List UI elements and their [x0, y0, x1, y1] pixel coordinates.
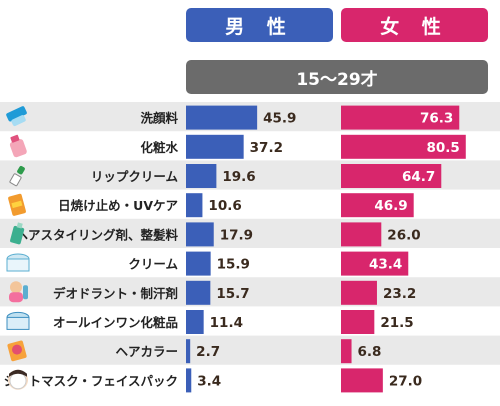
male-bar — [186, 222, 214, 247]
male-value-label: 37.2 — [250, 140, 283, 156]
female-value-label: 64.7 — [402, 169, 435, 185]
female-value-label: 23.2 — [383, 286, 416, 302]
sheet-mask-icon — [8, 369, 28, 390]
row-stripe — [0, 335, 500, 365]
female-bar — [341, 368, 383, 393]
male-bar — [186, 251, 211, 276]
male-value-label: 2.7 — [196, 344, 220, 360]
female-value-label: 26.0 — [387, 227, 420, 243]
sunscreen-icon — [8, 193, 26, 216]
male-bar — [186, 105, 258, 130]
female-bar — [341, 134, 466, 159]
male-value-label: 15.9 — [217, 257, 250, 273]
female-bar — [341, 251, 409, 276]
age-band-title: 15〜29才 — [186, 60, 488, 94]
female-bar — [341, 105, 460, 130]
male-bar — [186, 368, 192, 393]
category-label: オールインワン化粧品 — [53, 315, 178, 330]
female-bar — [341, 193, 414, 218]
male-bar — [186, 164, 217, 188]
category-label: 洗顔料 — [140, 111, 178, 126]
deodorant-icon — [9, 281, 28, 303]
female-bar — [341, 222, 382, 247]
lip-balm-icon — [9, 165, 25, 187]
male-bar — [186, 134, 244, 159]
female-bar — [341, 310, 375, 334]
category-label: ヘアスタイリング剤、整髪料 — [15, 227, 178, 242]
category-label: リップクリーム — [91, 169, 179, 184]
female-value-label: 76.3 — [420, 111, 453, 127]
face-wash-tube-icon — [6, 106, 27, 127]
female-bar — [341, 164, 442, 188]
hair-styling-icon — [10, 222, 25, 245]
category-label: デオドラント・制汗剤 — [53, 286, 178, 301]
row-stripe — [0, 218, 500, 248]
male-value-label: 11.4 — [210, 315, 243, 331]
male-bar — [186, 339, 191, 364]
row-stripe — [0, 277, 500, 307]
female-value-label: 80.5 — [426, 140, 459, 156]
female-value-label: 43.4 — [369, 257, 402, 273]
cream-jar-icon — [6, 253, 30, 272]
lotion-bottle-icon — [9, 134, 27, 158]
male-value-label: 45.9 — [263, 111, 296, 127]
female-value-label: 21.5 — [380, 315, 413, 331]
female-value-label: 46.9 — [374, 198, 407, 214]
category-label: クリーム — [128, 257, 178, 272]
category-label: シートマスク・フェイスパック — [4, 373, 178, 388]
male-bar — [186, 193, 203, 218]
male-value-label: 3.4 — [197, 373, 221, 389]
category-label: 化粧水 — [140, 140, 178, 155]
female-bar — [341, 280, 377, 305]
female-bar — [341, 339, 352, 364]
male-bar — [186, 280, 211, 305]
male-bar — [186, 310, 204, 334]
female-value-label: 6.8 — [358, 344, 382, 360]
category-label: ヘアカラー — [115, 344, 178, 359]
male-value-label: 15.7 — [216, 286, 249, 302]
category-label: 日焼け止め・UVケア — [58, 198, 178, 213]
hair-color-icon — [7, 340, 27, 362]
male-header: 男 性 — [186, 8, 333, 42]
all-in-one-jar-icon — [6, 311, 30, 330]
male-value-label: 10.6 — [208, 198, 241, 214]
male-value-label: 17.9 — [220, 227, 253, 243]
male-value-label: 19.6 — [222, 169, 255, 185]
female-value-label: 27.0 — [389, 373, 422, 389]
female-header: 女 性 — [341, 8, 488, 42]
